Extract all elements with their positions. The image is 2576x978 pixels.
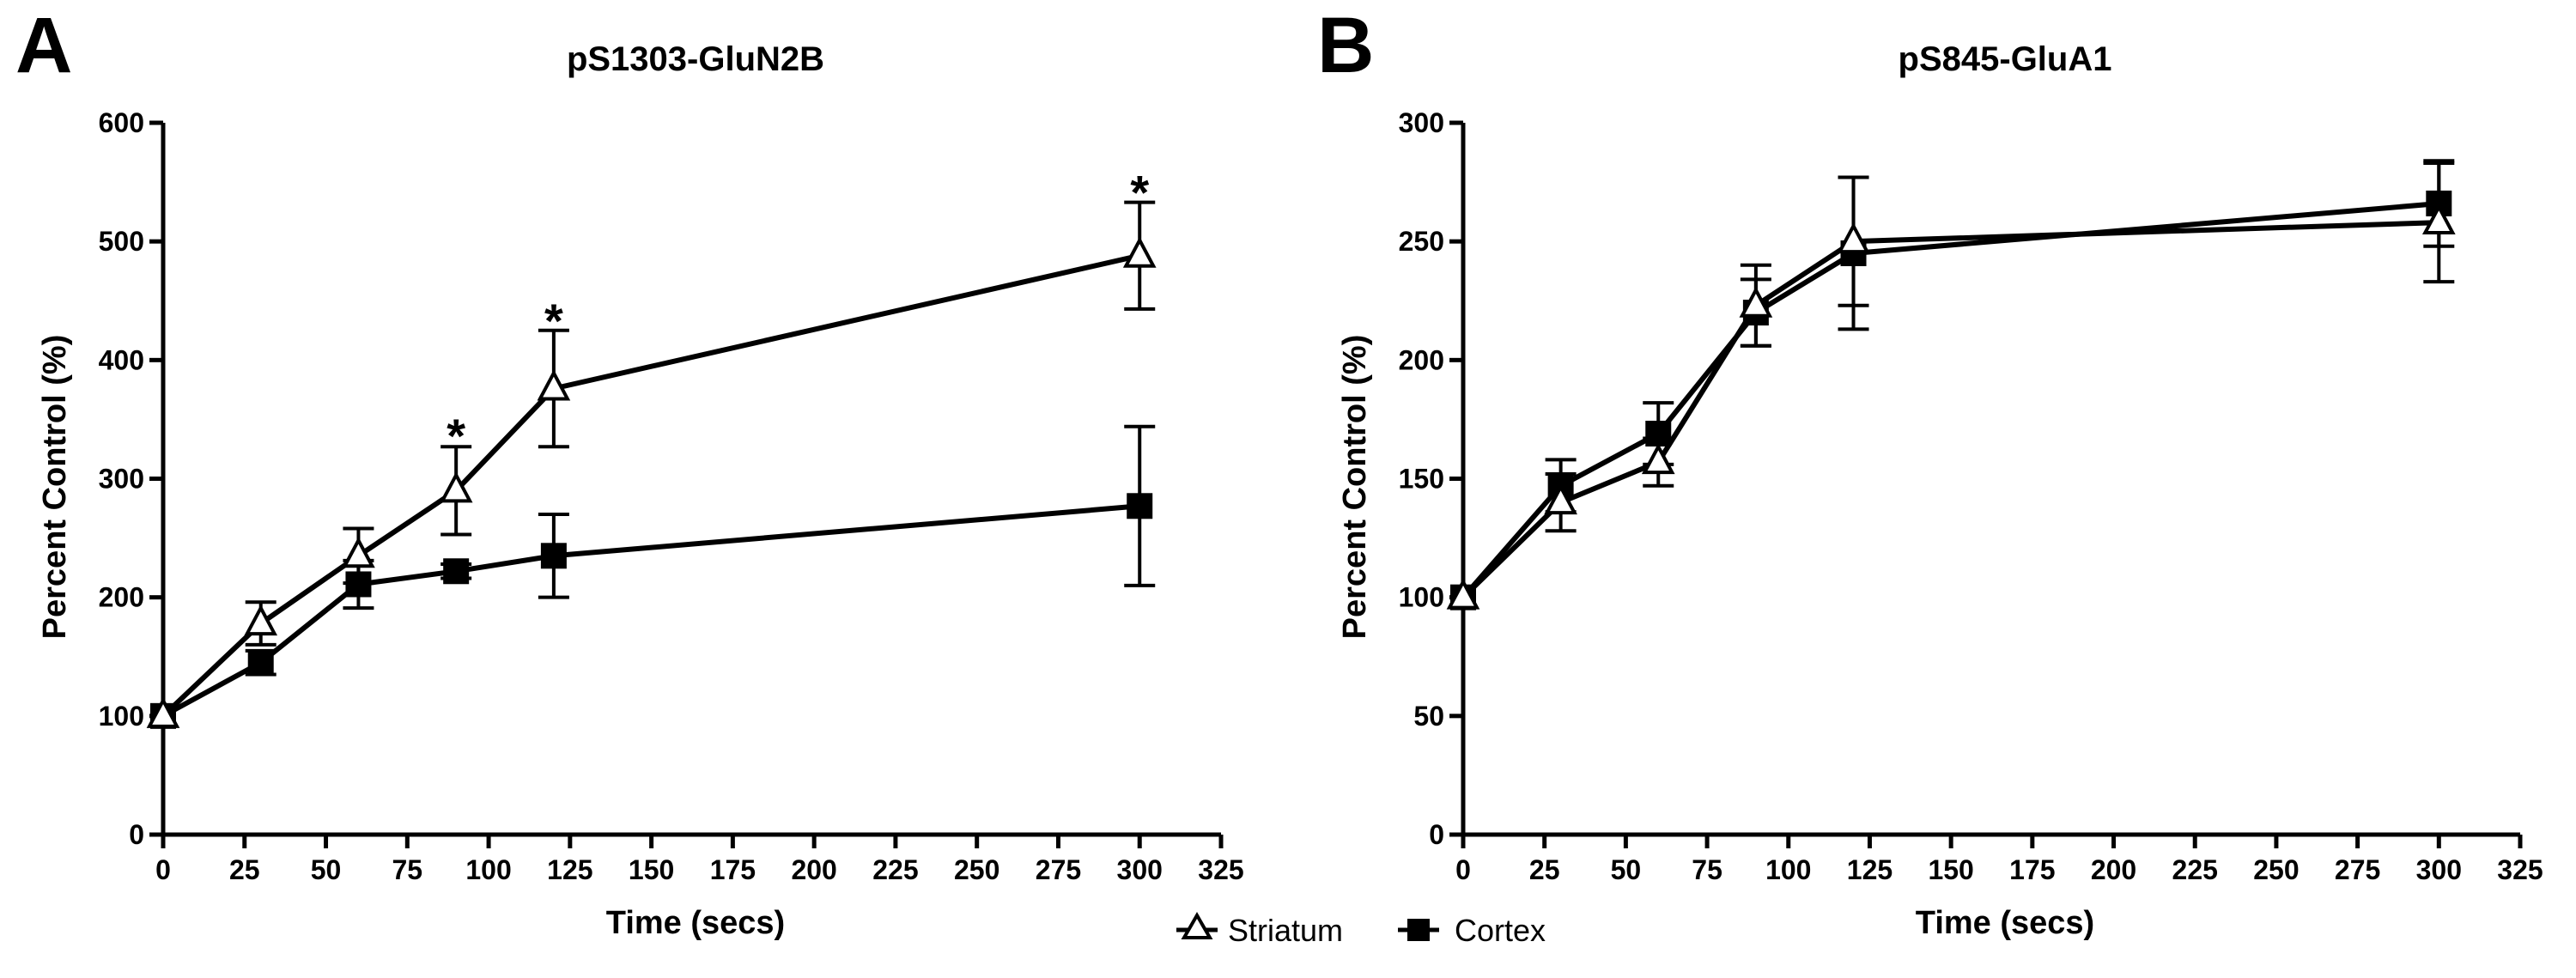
panel-letter: A [15, 2, 72, 89]
x-tick-label: 125 [1847, 854, 1893, 885]
series-line [1461, 201, 2439, 599]
x-tick-label: 300 [2416, 854, 2462, 885]
x-tick-label: 150 [629, 854, 674, 885]
series-line [1461, 220, 2439, 599]
x-tick-label: 100 [1765, 854, 1811, 885]
series-cortex [150, 424, 1156, 729]
x-tick-label: 250 [954, 854, 999, 885]
data-point-triangle [1739, 286, 1773, 318]
significance-star: * [544, 294, 563, 348]
data-point-square [1127, 493, 1153, 519]
legend-entry-striatum: Striatum [1176, 911, 1343, 948]
x-tick-label: 225 [2172, 854, 2218, 885]
x-tick-label: 275 [2335, 854, 2380, 885]
y-tick-label: 500 [99, 226, 144, 257]
y-tick-label: 50 [1413, 701, 1444, 732]
x-tick-label: 25 [1529, 854, 1560, 885]
significance-star: * [1130, 166, 1149, 220]
significance-star: * [447, 409, 465, 463]
y-tick-label: 250 [1399, 226, 1444, 257]
data-point-triangle [342, 537, 375, 568]
x-axis-label: Time (secs) [606, 905, 785, 941]
data-point-triangle [146, 696, 180, 728]
x-tick-label: 125 [547, 854, 592, 885]
data-point-triangle [1837, 222, 1870, 254]
data-point-square [540, 543, 567, 569]
y-tick-label: 100 [99, 701, 144, 732]
x-tick-label: 100 [465, 854, 511, 885]
y-tick-label: 600 [99, 107, 144, 138]
y-tick-label: 0 [129, 819, 144, 850]
plot-area: 0 100 200 300 400 500 600 0 25 50 75 100 125 150 175 20… [99, 107, 1244, 885]
x-tick-label: 200 [2091, 854, 2136, 885]
y-tick-label: 300 [99, 464, 144, 495]
panel-letter: B [1317, 2, 1374, 89]
chart-title: pS1303-GluN2B [567, 40, 824, 78]
x-tick-label: 300 [1117, 854, 1163, 885]
x-tick-label: 150 [1928, 854, 1973, 885]
data-point-triangle [244, 604, 278, 636]
y-tick-label: 150 [1399, 464, 1444, 495]
plot-area: 0 50 100 150 200 250 300 0 25 50 75 100 125 150 175 200… [1399, 107, 2543, 885]
x-axis-label: Time (secs) [1916, 905, 2094, 941]
x-tick-label: 175 [2009, 854, 2055, 885]
data-point-triangle [439, 471, 473, 503]
legend-marker-square [1407, 919, 1430, 941]
y-tick-label: 0 [1429, 819, 1444, 850]
y-tick-label: 400 [99, 344, 144, 375]
data-point-triangle [537, 369, 571, 401]
series-striatum [146, 200, 1157, 728]
x-tick-label: 0 [1455, 854, 1471, 885]
series-line [161, 252, 1140, 718]
data-point-triangle [1544, 483, 1577, 515]
x-tick-label: 275 [1036, 854, 1081, 885]
y-tick-label: 200 [99, 582, 144, 613]
data-point-square [443, 558, 470, 585]
data-point-triangle [1641, 442, 1675, 475]
data-point-triangle [1122, 236, 1157, 268]
x-tick-label: 325 [2497, 854, 2543, 885]
data-point-triangle [1446, 578, 1480, 610]
panel-b: B pS845-GluA1 Percent Control (%) Time (… [1317, 2, 2543, 941]
legend: Striatum Cortex [1176, 911, 1546, 948]
chart-title: pS845-GluA1 [1899, 40, 2112, 78]
y-tick-label: 100 [1399, 582, 1444, 613]
series-striatum [1446, 161, 2456, 610]
x-tick-label: 0 [155, 854, 171, 885]
legend-label-striatum: Striatum [1228, 913, 1343, 948]
legend-label-cortex: Cortex [1455, 913, 1546, 948]
x-tick-label: 175 [710, 854, 756, 885]
x-tick-label: 75 [1692, 854, 1722, 885]
y-tick-label: 200 [1399, 344, 1444, 375]
x-tick-label: 250 [2253, 854, 2299, 885]
x-tick-label: 325 [1198, 854, 1243, 885]
y-axis-label: Percent Control (%) [1337, 335, 1373, 640]
x-tick-label: 200 [791, 854, 836, 885]
panel-a: A pS1303-GluN2B Percent Control (%) Time… [15, 2, 1244, 941]
x-tick-label: 225 [872, 854, 918, 885]
legend-marker-triangle [1181, 911, 1213, 939]
x-tick-label: 25 [229, 854, 260, 885]
x-tick-label: 50 [1611, 854, 1642, 885]
y-axis-label: Percent Control (%) [37, 335, 73, 640]
legend-entry-cortex: Cortex [1398, 913, 1546, 948]
x-tick-label: 50 [311, 854, 342, 885]
series-line [161, 503, 1140, 719]
x-tick-label: 75 [392, 854, 423, 885]
data-point-square [247, 649, 274, 676]
data-point-triangle [2421, 203, 2456, 235]
y-tick-label: 300 [1399, 107, 1444, 138]
